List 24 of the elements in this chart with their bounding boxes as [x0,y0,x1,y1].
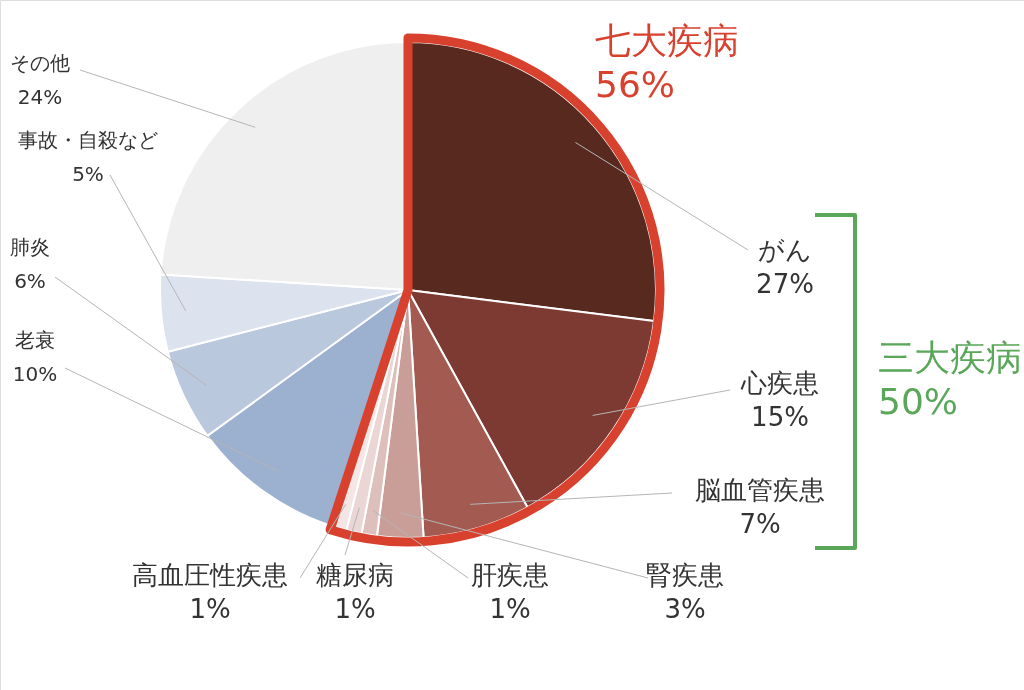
text: 三大疾病 50% [878,337,1022,422]
slice-label: 糖尿病 [316,560,394,590]
data-label: 27% [756,269,814,299]
data-label: 7% [739,509,781,539]
data-label: 3% [664,594,706,624]
data-label: 10% [12,362,58,386]
slice-label: その他 [10,51,70,75]
slice-label: 高血圧性疾患 [132,560,288,590]
data-label: 1% [334,594,376,624]
data-label: 5% [72,162,104,186]
slice-label: 事故・自殺など [18,128,158,152]
slice-label: 老衰 [15,328,55,352]
slice-label: 腎疾患 [646,560,724,590]
data-label: 24% [17,85,63,109]
slice-label: 肝疾患 [471,560,549,590]
slice-label: 心疾患 [740,368,819,398]
slice-label: がん [758,235,812,265]
slice-label: 脳血管疾患 [695,475,825,505]
slice-label: 肺炎 [10,235,50,259]
text: 七大疾病 56% [595,20,739,105]
data-label: 1% [489,594,531,624]
data-label: 6% [14,269,46,293]
data-label: 15% [751,402,809,432]
data-label: 1% [189,594,231,624]
